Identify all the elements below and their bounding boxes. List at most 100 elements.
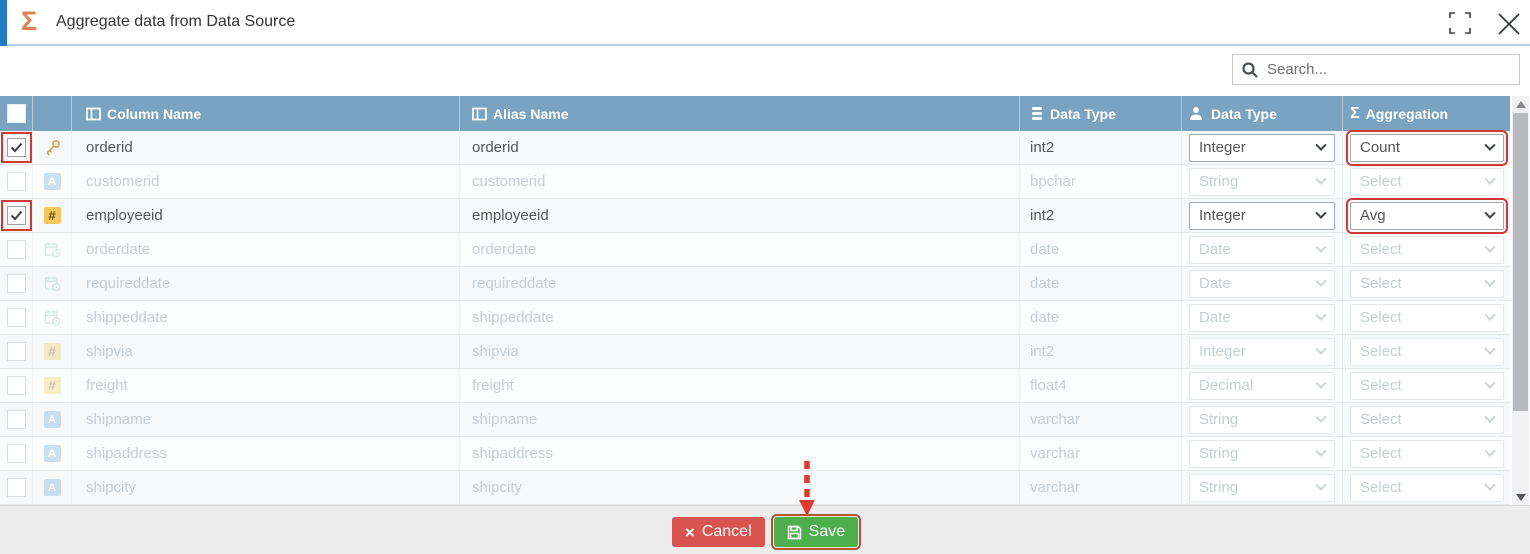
data-type-select-value: String [1199, 411, 1239, 428]
row-checkbox[interactable] [6, 308, 26, 327]
row-checkbox[interactable] [6, 172, 26, 191]
header-select-all-cell [0, 96, 33, 131]
chevron-down-icon [1484, 411, 1496, 423]
columns-table: Column Name Alias Name Data Type Data Ty… [0, 96, 1510, 505]
row-checkbox[interactable] [6, 274, 26, 293]
aggregation-select[interactable]: Select [1350, 473, 1504, 502]
data-type-cell: int2 [1020, 131, 1182, 164]
aggregation-select[interactable]: Select [1350, 439, 1504, 468]
search-box[interactable] [1232, 54, 1520, 85]
aggregation-select[interactable]: Select [1350, 269, 1504, 298]
toolbar [0, 48, 1530, 96]
date-type-icon [44, 242, 60, 258]
aggregation-select[interactable]: Select [1350, 167, 1504, 196]
column-name-cell: orderdate [72, 233, 460, 266]
chevron-down-icon [1484, 343, 1496, 355]
vertical-scrollbar[interactable] [1512, 96, 1529, 505]
column-name-cell: shipaddress [72, 437, 460, 470]
aggregation-select[interactable]: Select [1350, 371, 1504, 400]
chevron-down-icon [1315, 479, 1327, 491]
aggregation-select[interactable]: Avg [1346, 197, 1508, 234]
data-type-select[interactable]: String [1189, 405, 1335, 434]
cancel-button[interactable]: × Cancel [671, 517, 765, 547]
close-icon[interactable] [1495, 10, 1523, 43]
alias-name-cell: shipaddress [460, 437, 1020, 470]
data-type-select[interactable]: String [1189, 439, 1335, 468]
alias-name-cell: shipname [460, 403, 1020, 436]
aggregation-select-value: Select [1360, 377, 1402, 394]
row-checkbox[interactable] [6, 410, 26, 429]
scroll-down-button[interactable] [1512, 489, 1529, 505]
chevron-down-icon [1315, 309, 1327, 321]
scrollbar-thumb[interactable] [1513, 113, 1528, 411]
column-name-cell: shippeddate [72, 301, 460, 334]
table-row: requireddate requireddate date Date Sele… [0, 267, 1510, 301]
columns-icon [86, 107, 101, 120]
alias-name-cell: shipcity [460, 471, 1020, 504]
data-type-select[interactable]: String [1189, 473, 1335, 502]
dialog-titlebar: Σ Aggregate data from Data Source [0, 0, 1530, 46]
fullscreen-icon[interactable] [1447, 10, 1473, 41]
row-checkbox[interactable] [6, 342, 26, 361]
text-type-icon: A [43, 411, 61, 428]
search-icon [1242, 61, 1258, 78]
select-all-checkbox[interactable] [6, 104, 26, 123]
aggregation-select-value: Select [1360, 479, 1402, 496]
data-type-select[interactable]: Integer [1189, 337, 1335, 366]
chevron-down-icon [1315, 343, 1327, 355]
sigma-icon: Σ [21, 6, 38, 36]
aggregation-select[interactable]: Select [1350, 337, 1504, 366]
data-type-select-value: Date [1199, 241, 1231, 258]
row-checkbox[interactable] [6, 444, 26, 463]
text-icon: A [43, 445, 61, 462]
number-type-icon: # [43, 207, 61, 224]
text-type-icon: A [43, 173, 61, 190]
search-input[interactable] [1267, 61, 1511, 78]
data-type-select[interactable]: Date [1189, 303, 1335, 332]
sigma-small-icon: Σ [1350, 104, 1360, 122]
aggregation-select[interactable]: Select [1350, 303, 1504, 332]
data-type-select[interactable]: Date [1189, 235, 1335, 264]
table-header-row: Column Name Alias Name Data Type Data Ty… [0, 96, 1510, 131]
chevron-down-icon [1315, 275, 1327, 287]
scroll-up-button[interactable] [1512, 96, 1529, 112]
table-row: # shipvia shipvia int2 Integer Select [0, 335, 1510, 369]
alias-name-cell: orderid [460, 131, 1020, 164]
chevron-down-icon [1484, 377, 1496, 389]
data-type-cell: int2 [1020, 335, 1182, 368]
date-icon [44, 241, 61, 258]
save-button[interactable]: Save [770, 514, 862, 550]
row-checkbox[interactable] [6, 240, 26, 259]
data-type-cell: varchar [1020, 471, 1182, 504]
data-type-select[interactable]: String [1189, 167, 1335, 196]
aggregation-select[interactable]: Select [1350, 235, 1504, 264]
data-type-select[interactable]: Integer [1189, 201, 1335, 230]
data-type-select[interactable]: Date [1189, 269, 1335, 298]
chevron-down-icon [1315, 139, 1327, 151]
column-name-cell: employeeid [72, 199, 460, 232]
table-body: orderid orderid int2 Integer Count [0, 129, 1510, 505]
row-checkbox[interactable] [6, 376, 26, 395]
text-icon: A [43, 173, 61, 190]
aggregation-select-value: Count [1360, 139, 1401, 156]
alias-name-cell: shippeddate [460, 301, 1020, 334]
data-type-select-value: Integer [1199, 343, 1246, 360]
row-checkbox[interactable] [0, 132, 32, 163]
header-alias-name: Alias Name [460, 96, 1020, 131]
aggregation-select-value: Avg [1360, 207, 1386, 224]
aggregation-select-value: Select [1360, 309, 1402, 326]
row-checkbox[interactable] [0, 200, 32, 231]
alias-name-cell: employeeid [460, 199, 1020, 232]
aggregation-select[interactable]: Select [1350, 405, 1504, 434]
column-name-cell: freight [72, 369, 460, 402]
data-type-select[interactable]: Decimal [1189, 371, 1335, 400]
data-type-select[interactable]: Integer [1189, 133, 1335, 162]
aggregation-select-value: Select [1360, 343, 1402, 360]
data-type-cell: bpchar [1020, 165, 1182, 198]
row-checkbox[interactable] [6, 478, 26, 497]
alias-name-cell: shipvia [460, 335, 1020, 368]
chevron-down-icon [1315, 173, 1327, 185]
header-data-type-source: Data Type [1020, 96, 1182, 131]
chevron-down-icon [1315, 445, 1327, 457]
aggregation-select[interactable]: Count [1346, 129, 1508, 166]
